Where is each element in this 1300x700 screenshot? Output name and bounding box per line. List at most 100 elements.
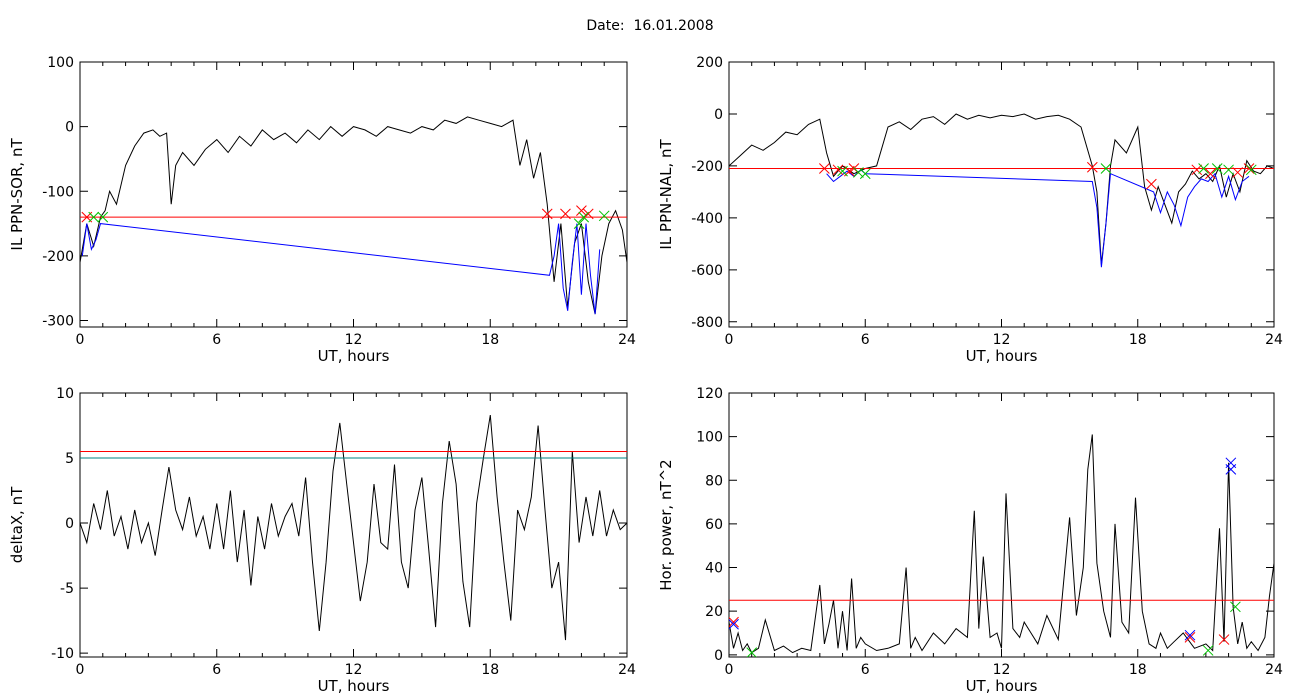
event-start-marker [1218, 634, 1230, 645]
y-tick-label: 100 [696, 430, 723, 446]
y-tick-label: -800 [691, 315, 723, 331]
y-tick-label: 10 [56, 386, 74, 402]
x-tick-label: 0 [76, 332, 85, 348]
plot-frame [728, 392, 1275, 658]
series-highlight-line [81, 223, 601, 315]
x-tick-label: 24 [1265, 662, 1283, 678]
event-start-marker [1146, 178, 1157, 190]
event-peak-marker [1225, 457, 1237, 469]
x-tick-label: 12 [993, 662, 1011, 678]
event-start-marker [819, 163, 830, 174]
y-axis-label: IL PPN-SOR, nT [8, 138, 26, 251]
y-tick-label: 40 [705, 561, 723, 577]
event-start-marker [1086, 161, 1098, 173]
series-line [729, 434, 1274, 654]
y-tick-label: 200 [696, 55, 723, 71]
x-axis-label: UT, hours [318, 677, 390, 695]
x-tick-label: 0 [725, 332, 734, 348]
chart-deltax: 0 6 12 18 24 10 5 0 -5 -10 UT, hours deltaX, nT [8, 386, 636, 695]
event-end-marker [1211, 163, 1223, 174]
event-peak-marker [1184, 629, 1196, 641]
event-end-marker [573, 218, 585, 229]
series-line [729, 113, 1274, 265]
event-end-marker [1202, 645, 1214, 656]
y-tick-label: 100 [47, 55, 74, 71]
event-start-marker [1191, 164, 1203, 176]
series-line [80, 415, 627, 641]
plot-area [729, 434, 1274, 657]
event-end-marker [1100, 163, 1112, 174]
event-start-marker [729, 616, 739, 628]
y-axis-label: Hor. power, nT^2 [657, 459, 675, 590]
y-tick-label: -300 [42, 314, 74, 330]
event-end-marker [598, 210, 610, 222]
event-end-marker [853, 167, 864, 178]
x-tick-label: 12 [993, 332, 1011, 348]
y-tick-label: 80 [705, 473, 723, 489]
plot-frame [79, 392, 628, 658]
y-tick-label: 0 [65, 120, 74, 136]
x-tick-label: 6 [861, 662, 870, 678]
x-tick-label: 24 [618, 332, 636, 348]
y-tick-label: -10 [51, 646, 74, 662]
x-tick-label: 18 [1129, 332, 1147, 348]
event-end-marker [97, 211, 109, 223]
y-axis-label: deltaX, nT [8, 486, 26, 563]
x-tick-label: 12 [345, 332, 363, 348]
x-tick-label: 6 [212, 662, 221, 678]
y-tick-label: -100 [42, 184, 74, 200]
x-tick-label: 0 [76, 662, 85, 678]
y-tick-label: -5 [60, 581, 74, 597]
page-title: Date: 16.01.2008 [586, 18, 714, 34]
chart-hor-power: 0 6 12 18 24 120 100 80 60 40 20 0 UT, hours Hor. pow… [657, 386, 1283, 695]
x-axis-label: UT, hours [966, 347, 1038, 365]
x-tick-label: 18 [481, 662, 499, 678]
x-tick-label: 0 [725, 662, 734, 678]
y-tick-label: 20 [705, 604, 723, 620]
event-end-marker [837, 165, 848, 177]
plot-area [80, 415, 627, 641]
y-tick-label: 120 [696, 386, 723, 402]
x-axis-label: UT, hours [966, 677, 1038, 695]
y-tick-label: 60 [705, 517, 723, 533]
event-start-marker [541, 208, 553, 220]
x-tick-label: 24 [618, 662, 636, 678]
y-tick-label: -200 [42, 249, 74, 265]
y-tick-label: 5 [65, 451, 74, 467]
plot-frame [79, 61, 628, 328]
y-tick-label: -400 [691, 211, 723, 227]
event-start-marker [1232, 167, 1244, 178]
event-end-marker [1245, 164, 1257, 176]
event-end-marker [578, 211, 590, 223]
event-start-marker [560, 208, 571, 220]
x-tick-label: 18 [1129, 662, 1147, 678]
event-end-marker [1230, 601, 1241, 613]
event-start-marker [1243, 163, 1255, 174]
x-tick-label: 6 [861, 332, 870, 348]
y-tick-label: 0 [714, 648, 723, 664]
event-end-marker [88, 211, 100, 223]
y-tick-label: -200 [691, 159, 723, 175]
chart-il-ppn-sor: 0 6 12 18 24 100 0 -100 -200 -300 UT, hours IL PPN-… [8, 55, 636, 365]
event-start-marker [576, 205, 587, 217]
y-tick-label: -600 [691, 263, 723, 279]
x-tick-label: 6 [212, 332, 221, 348]
event-end-marker [746, 647, 758, 657]
plot-area [729, 113, 1274, 268]
plot-frame [728, 61, 1275, 328]
x-tick-label: 18 [481, 332, 499, 348]
x-axis-label: UT, hours [318, 347, 390, 365]
event-start-marker [832, 164, 844, 176]
event-end-marker [1223, 164, 1234, 176]
event-start-marker [1205, 168, 1216, 180]
plot-area [80, 116, 627, 315]
event-start-marker [1184, 632, 1196, 643]
x-tick-label: 24 [1265, 332, 1283, 348]
event-end-marker [1198, 163, 1209, 174]
y-tick-label: 0 [714, 107, 723, 123]
event-peak-marker [729, 618, 739, 630]
y-axis-label: IL PPN-NAL, nT [657, 139, 675, 250]
chart-il-ppn-nal: 0 6 12 18 24 200 0 -200 -400 -600 -800 UT, hours IL … [657, 55, 1283, 365]
event-start-marker [582, 208, 594, 220]
